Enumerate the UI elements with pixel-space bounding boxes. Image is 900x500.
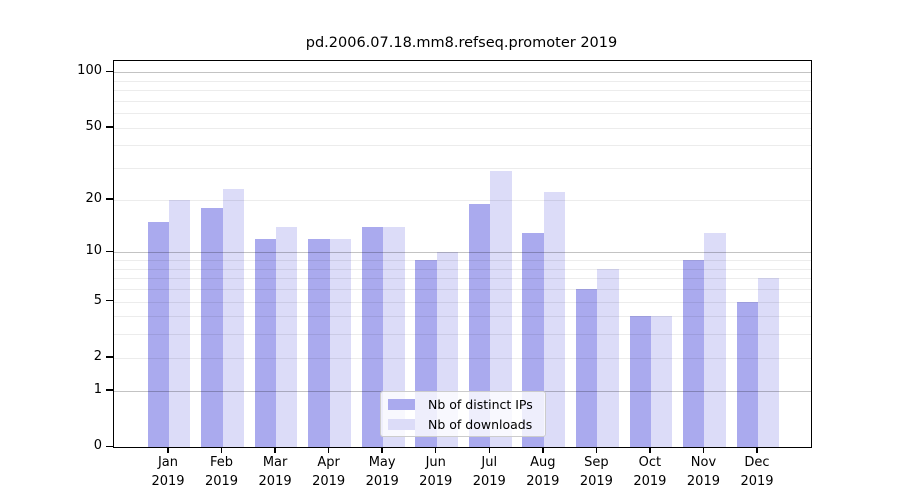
- x-tick-sep: [595, 447, 598, 453]
- x-tick-apr: [327, 447, 330, 453]
- x-tick-label-dec: Dec 2019: [740, 455, 774, 489]
- y-tick-0: [106, 445, 113, 447]
- legend-swatch-icon: [388, 398, 415, 410]
- x-tick-dec: [756, 447, 758, 453]
- legend-swatch-icon: [388, 418, 415, 430]
- y-tick-label-0: 0: [93, 438, 102, 453]
- legend-label: Nb of downloads: [428, 416, 533, 432]
- bar-nb-of-distinct-ips-mar: [254, 238, 277, 447]
- minor-gridline-40: [114, 145, 811, 147]
- minor-gridline-6: [114, 288, 811, 290]
- x-tick-mar: [274, 447, 276, 453]
- x-tick-label-nov: Nov 2019: [686, 455, 720, 489]
- bar-nb-of-downloads-apr: [329, 238, 352, 447]
- y-tick-label-100: 100: [77, 63, 102, 79]
- y-tick-label-20: 20: [85, 190, 102, 206]
- y-tick-1: [106, 389, 113, 391]
- x-tick-nov: [702, 447, 705, 453]
- x-tick-feb: [220, 447, 223, 453]
- bar-nb-of-downloads-nov: [704, 232, 726, 447]
- minor-gridline-8: [114, 268, 811, 270]
- bar-nb-of-downloads-oct: [650, 316, 673, 447]
- x-tick-label-feb: Feb 2019: [204, 455, 239, 489]
- x-tick-jan: [167, 447, 169, 453]
- y-tick-label-10: 10: [85, 243, 102, 259]
- x-tick-label-apr: Apr 2019: [312, 455, 346, 489]
- x-tick-oct: [649, 447, 651, 453]
- minor-gridline-9: [114, 260, 811, 262]
- plot-area: Nb of distinct IPs Nb of downloads: [113, 60, 812, 448]
- y-tick-100: [106, 70, 113, 73]
- minor-gridline-30: [114, 168, 811, 170]
- x-tick-label-may: May 2019: [365, 455, 399, 489]
- minor-gridline-50: [114, 127, 811, 129]
- minor-gridline-2: [114, 357, 811, 359]
- bar-nb-of-downloads-mar: [276, 227, 298, 447]
- minor-gridline-80: [114, 90, 811, 92]
- legend-label: Nb of distinct IPs: [428, 396, 533, 412]
- bar-nb-of-distinct-ips-oct: [629, 316, 651, 447]
- x-tick-label-jul: Jul 2019: [472, 455, 506, 489]
- bar-nb-of-downloads-jan: [169, 199, 191, 447]
- y-tick-50: [106, 126, 113, 128]
- bar-nb-of-downloads-aug: [543, 192, 566, 447]
- bar-nb-of-distinct-ips-nov: [683, 260, 705, 447]
- x-tick-label-aug: Aug 2019: [526, 455, 560, 489]
- x-tick-jul: [488, 447, 490, 453]
- legend-entry-nb-of-downloads: Nb of downloads: [388, 416, 545, 432]
- y-tick-label-5: 5: [93, 292, 102, 308]
- y-tick-label-1: 1: [93, 381, 102, 397]
- y-tick-2: [106, 356, 113, 358]
- y-tick-10: [106, 250, 113, 253]
- x-tick-label-oct: Oct 2019: [633, 455, 667, 489]
- chart-title: pd.2006.07.18.mm8.refseq.promoter 2019: [305, 35, 618, 51]
- bar-nb-of-downloads-sep: [597, 268, 619, 447]
- bar-nb-of-distinct-ips-apr: [308, 238, 330, 447]
- x-tick-aug: [542, 447, 544, 453]
- legend-entry-nb-of-distinct-ips: Nb of distinct IPs: [388, 396, 545, 412]
- x-tick-label-jun: Jun 2019: [419, 455, 453, 489]
- minor-gridline-20: [114, 199, 811, 201]
- bar-nb-of-downloads-dec: [758, 278, 780, 447]
- x-tick-may: [381, 447, 383, 453]
- minor-gridline-3: [114, 334, 811, 336]
- bar-nb-of-distinct-ips-sep: [575, 289, 598, 447]
- y-tick-label-2: 2: [93, 348, 102, 364]
- bar-nb-of-distinct-ips-dec: [736, 301, 758, 447]
- bar-nb-of-downloads-feb: [222, 188, 244, 447]
- bar-nb-of-distinct-ips-feb: [201, 207, 223, 447]
- bar-nb-of-distinct-ips-jul: [468, 203, 491, 447]
- major-gridline-10: [114, 252, 811, 254]
- minor-gridline-60: [114, 113, 811, 115]
- x-tick-label-mar: Mar 2019: [258, 455, 292, 489]
- y-tick-20: [106, 198, 113, 200]
- y-tick-5: [106, 300, 113, 302]
- minor-gridline-7: [114, 278, 811, 280]
- x-tick-label-sep: Sep 2019: [579, 455, 613, 489]
- bar-nb-of-distinct-ips-jan: [147, 221, 169, 447]
- minor-gridline-4: [114, 316, 811, 318]
- bar-nb-of-distinct-ips-may: [361, 227, 384, 447]
- minor-gridline-90: [114, 80, 811, 82]
- minor-gridline-5: [114, 301, 811, 303]
- bar-nb-of-downloads-jul: [490, 170, 512, 447]
- x-tick-label-jan: Jan 2019: [151, 455, 185, 489]
- y-tick-label-50: 50: [85, 118, 102, 134]
- minor-gridline-70: [114, 100, 811, 102]
- x-tick-jun: [435, 447, 437, 453]
- legend: Nb of distinct IPs Nb of downloads: [380, 391, 546, 437]
- major-gridline-100: [114, 72, 811, 74]
